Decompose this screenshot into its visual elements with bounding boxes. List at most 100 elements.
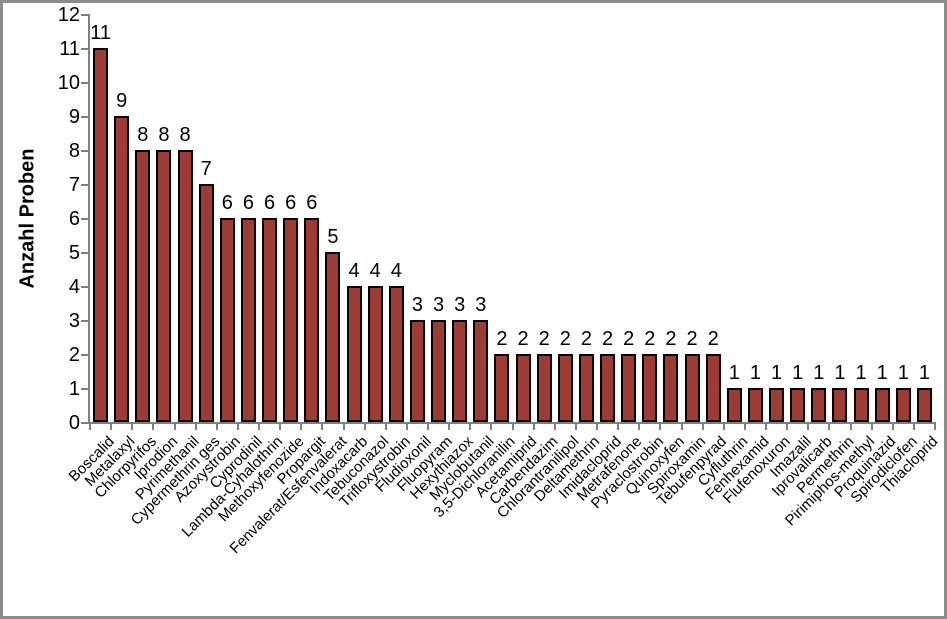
bar — [177, 150, 193, 422]
x-axis-tick — [765, 422, 767, 430]
y-axis-tick-label: 12 — [57, 4, 80, 26]
bar-value-label: 3 — [411, 294, 423, 316]
bar-value-label: 2 — [580, 328, 592, 350]
x-axis-tick — [152, 422, 155, 430]
y-axis-tick — [81, 320, 89, 322]
bar — [557, 354, 573, 422]
x-axis-tick — [511, 422, 514, 430]
bar — [93, 48, 109, 422]
bar-value-label: 6 — [306, 192, 318, 214]
bar-value-label: 8 — [137, 124, 149, 146]
bar-value-label: 5 — [327, 226, 339, 248]
x-axis-tick — [300, 422, 303, 430]
bar-value-label: 11 — [90, 22, 111, 44]
bar-value-label: 7 — [200, 158, 212, 180]
x-axis-tick — [574, 422, 577, 430]
bar-value-label: 8 — [158, 124, 170, 146]
bar — [832, 388, 848, 422]
x-axis-tick — [469, 422, 472, 430]
bar — [895, 388, 911, 422]
bar — [600, 354, 616, 422]
bar-value-label: 4 — [348, 260, 360, 282]
y-axis-tick-label: 0 — [68, 412, 80, 434]
bar-value-label: 2 — [665, 328, 677, 350]
bar-value-label: 1 — [834, 362, 846, 384]
y-axis-tick — [81, 218, 89, 220]
y-axis-tick-label: 2 — [68, 344, 80, 366]
bar — [452, 320, 468, 422]
bar-value-label: 9 — [116, 90, 128, 112]
bar — [874, 388, 890, 422]
x-axis-tick — [173, 422, 176, 430]
bar-value-label: 1 — [855, 362, 867, 384]
x-axis-tick — [828, 422, 831, 430]
bar-value-label: 6 — [242, 192, 254, 214]
bar — [621, 354, 637, 422]
x-axis-tick — [236, 422, 239, 430]
bar-value-label: 1 — [792, 362, 804, 384]
bar — [853, 388, 869, 422]
y-axis-tick — [81, 150, 89, 152]
bar — [304, 218, 320, 422]
y-axis-tick-label: 9 — [68, 106, 80, 128]
y-axis-tick — [81, 286, 89, 288]
x-axis-tick — [384, 422, 387, 430]
bar-value-label: 2 — [559, 328, 571, 350]
x-axis-tick — [870, 422, 873, 430]
bar — [684, 354, 700, 422]
y-axis-tick-label: 6 — [68, 208, 80, 230]
y-axis-tick-label: 3 — [68, 310, 80, 332]
x-axis-tick — [743, 422, 746, 430]
bar — [325, 252, 341, 422]
x-axis-tick — [131, 422, 134, 430]
bar-value-label: 2 — [602, 328, 614, 350]
x-axis-tick — [807, 422, 810, 430]
bar-value-label: 1 — [918, 362, 930, 384]
x-axis-tick — [258, 422, 260, 430]
bar-value-label: 2 — [707, 328, 719, 350]
x-axis-tick — [110, 422, 113, 430]
bar — [726, 388, 742, 422]
bar-value-label: 1 — [897, 362, 909, 384]
bar — [219, 218, 235, 422]
bar — [515, 354, 531, 422]
bar — [642, 354, 658, 422]
bar — [346, 286, 362, 422]
bar-value-label: 2 — [538, 328, 550, 350]
x-axis-tick — [321, 422, 324, 430]
bar — [198, 184, 214, 422]
bar-value-label: 1 — [728, 362, 740, 384]
x-axis-tick — [596, 422, 598, 430]
bar — [262, 218, 278, 422]
y-axis-tick-label: 1 — [68, 378, 80, 400]
bar-value-label: 1 — [771, 362, 783, 384]
x-axis-tick — [701, 422, 704, 430]
bar-value-label: 6 — [285, 192, 297, 214]
x-axis-tick — [448, 422, 451, 430]
y-axis-tick — [81, 184, 89, 186]
bar — [388, 286, 404, 422]
bar-value-label: 6 — [221, 192, 233, 214]
x-axis-tick — [427, 422, 429, 430]
bar — [367, 286, 383, 422]
x-axis-tick — [215, 422, 218, 430]
y-axis-tick — [81, 82, 89, 84]
x-axis-tick — [342, 422, 345, 430]
bar-value-label: 3 — [454, 294, 466, 316]
bar — [156, 150, 172, 422]
bar — [473, 320, 489, 422]
x-axis-tick — [363, 422, 366, 430]
bar — [135, 150, 151, 422]
bar-value-label: 6 — [264, 192, 276, 214]
bar — [283, 218, 299, 422]
x-axis-tick — [786, 422, 789, 430]
bar-value-label: 2 — [644, 328, 656, 350]
bar-value-label: 1 — [876, 362, 888, 384]
bar — [494, 354, 510, 422]
x-axis-tick — [617, 422, 620, 430]
x-axis-tick — [405, 422, 408, 430]
x-axis-tick — [532, 422, 535, 430]
bar — [240, 218, 256, 422]
bar — [916, 388, 932, 422]
bar-value-label: 3 — [475, 294, 487, 316]
